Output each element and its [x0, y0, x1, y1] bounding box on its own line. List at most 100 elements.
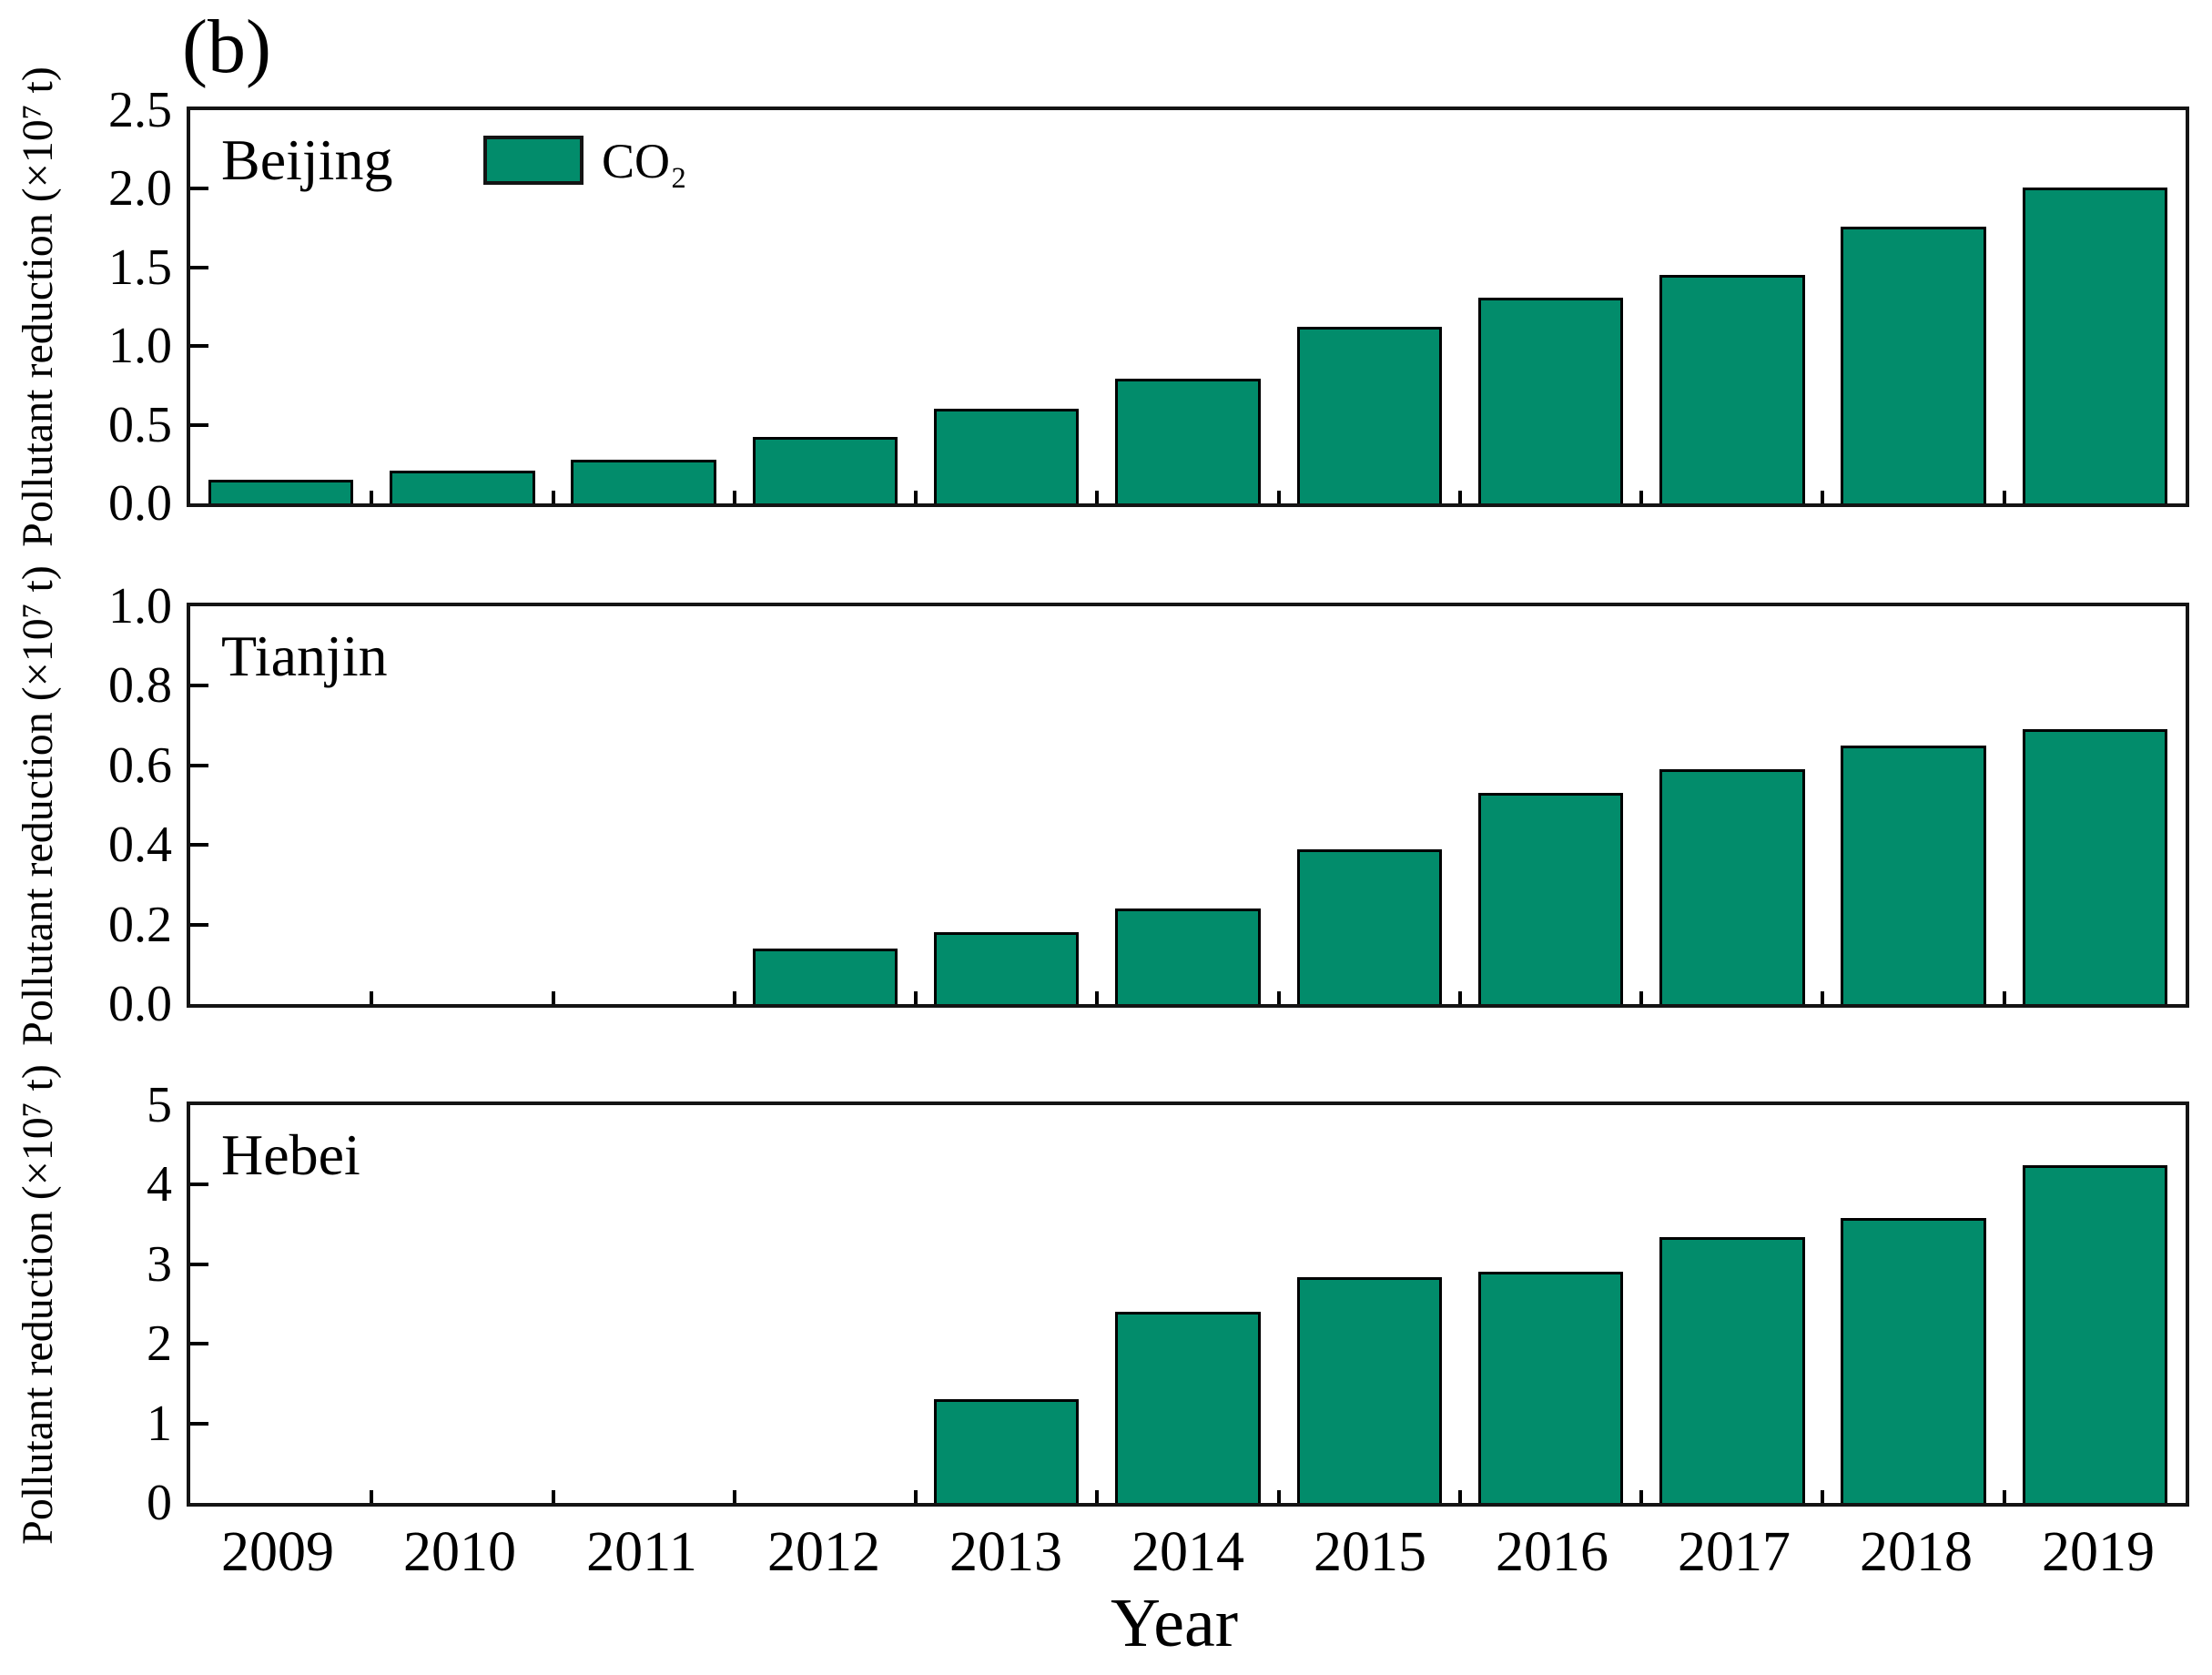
bar-hebei-2017 — [1659, 1237, 1805, 1503]
bar-tianjin-2018 — [1841, 746, 1986, 1004]
y-tick-label-hebei: 0 — [147, 1475, 172, 1531]
x-tick-mark — [1095, 491, 1100, 503]
bar-tianjin-2012 — [752, 949, 898, 1004]
x-tick-label-2017: 2017 — [1678, 1521, 1791, 1583]
x-tick-mark — [1821, 491, 1825, 503]
y-tick-label-beijing: 2.0 — [108, 160, 172, 218]
x-axis-title: Year — [1110, 1585, 1239, 1661]
x-tick-mark — [1095, 991, 1100, 1004]
bar-tianjin-2013 — [934, 932, 1080, 1004]
x-tick-mark — [1639, 991, 1644, 1004]
bar-beijing-2009 — [208, 480, 354, 503]
bar-hebei-2016 — [1477, 1272, 1624, 1503]
y-tick-label-tianjin: 0.8 — [108, 657, 172, 715]
x-tick-label-2016: 2016 — [1496, 1521, 1608, 1583]
x-tick-mark — [732, 991, 736, 1004]
x-tick-label-2019: 2019 — [2042, 1521, 2155, 1583]
x-tick-label-2014: 2014 — [1131, 1521, 1244, 1583]
x-tick-label-2015: 2015 — [1314, 1521, 1426, 1583]
x-tick-mark — [1276, 491, 1281, 503]
x-tick-mark — [370, 491, 374, 503]
y-tick-label-beijing: 0.0 — [108, 475, 172, 532]
y-tick-mark — [190, 1342, 208, 1346]
bar-hebei-2015 — [1296, 1277, 1442, 1503]
y-tick-mark — [190, 187, 208, 191]
x-tick-mark — [914, 991, 918, 1004]
x-tick-label-2009: 2009 — [221, 1521, 334, 1583]
y-tick-label-hebei: 1 — [147, 1395, 172, 1452]
y-tick-label-tianjin: 0.0 — [108, 976, 172, 1032]
x-tick-mark — [732, 491, 736, 503]
y-tick-mark — [190, 843, 208, 848]
x-tick-mark — [551, 991, 555, 1004]
plot-panel-beijing: Beijing CO₂ — [187, 107, 2189, 507]
x-tick-mark — [914, 1490, 918, 1503]
x-tick-mark — [1821, 1490, 1825, 1503]
x-tick-mark — [1457, 1490, 1462, 1503]
y-tick-label-tianjin: 0.4 — [108, 817, 172, 874]
bar-beijing-2013 — [934, 409, 1080, 503]
x-tick-mark — [551, 491, 555, 503]
y-tick-label-beijing: 1.0 — [108, 318, 172, 375]
x-tick-mark — [2002, 991, 2006, 1004]
y-tick-mark — [190, 1262, 208, 1266]
y-tick-label-tianjin: 0.6 — [108, 736, 172, 794]
bar-tianjin-2019 — [2022, 729, 2168, 1004]
y-tick-label-beijing: 2.5 — [108, 82, 172, 138]
legend-swatch-co2 — [483, 136, 583, 185]
y-tick-label-tianjin: 0.2 — [108, 896, 172, 953]
y-tick-label-hebei: 5 — [147, 1077, 172, 1133]
bar-beijing-2012 — [752, 437, 898, 503]
bar-hebei-2014 — [1115, 1312, 1261, 1503]
y-tick-label-hebei: 3 — [147, 1235, 172, 1293]
x-tick-mark — [551, 1490, 555, 1503]
y-tick-mark — [190, 922, 208, 927]
x-tick-mark — [732, 1490, 736, 1503]
y-tick-label-beijing: 1.5 — [108, 239, 172, 296]
y-tick-mark — [190, 344, 208, 349]
x-tick-mark — [1821, 991, 1825, 1004]
figure-label: (b) — [182, 5, 271, 89]
y-tick-label-tianjin: 1.0 — [108, 578, 172, 634]
plot-panel-hebei: Hebei — [187, 1101, 2189, 1507]
bar-beijing-2015 — [1296, 327, 1442, 503]
y-tick-mark — [190, 1421, 208, 1426]
x-tick-mark — [2002, 491, 2006, 503]
panel-title-tianjin: Tianjin — [221, 624, 388, 688]
bar-tianjin-2016 — [1477, 793, 1624, 1004]
bar-beijing-2011 — [571, 460, 716, 503]
y-tick-mark — [190, 684, 208, 688]
x-tick-mark — [370, 991, 374, 1004]
y-tick-mark — [190, 265, 208, 269]
x-tick-mark — [914, 491, 918, 503]
bar-beijing-2014 — [1115, 379, 1261, 503]
bar-beijing-2018 — [1841, 227, 1986, 503]
bar-tianjin-2017 — [1659, 769, 1805, 1004]
bar-tianjin-2015 — [1296, 849, 1442, 1004]
legend-label-co2: CO₂ — [602, 134, 687, 188]
y-tick-label-hebei: 4 — [147, 1156, 172, 1213]
y-tick-mark — [190, 1183, 208, 1187]
x-tick-mark — [1639, 1490, 1644, 1503]
x-tick-mark — [370, 1490, 374, 1503]
y-tick-mark — [190, 422, 208, 427]
panel-title-hebei: Hebei — [221, 1122, 360, 1187]
bar-hebei-2018 — [1841, 1218, 1986, 1503]
y-axis-title-hebei: Pollutant reduction (×10⁷ t) — [14, 1063, 62, 1545]
x-tick-label-2018: 2018 — [1860, 1521, 1973, 1583]
y-tick-label-beijing: 0.5 — [108, 396, 172, 453]
x-tick-label-2012: 2012 — [767, 1521, 880, 1583]
y-tick-mark — [190, 763, 208, 767]
bar-beijing-2019 — [2022, 188, 2168, 503]
bar-beijing-2017 — [1659, 275, 1805, 503]
x-tick-label-2011: 2011 — [586, 1521, 697, 1583]
y-tick-label-hebei: 2 — [147, 1315, 172, 1373]
x-tick-mark — [1276, 991, 1281, 1004]
panel-title-beijing: Beijing — [221, 127, 393, 192]
x-tick-label-2013: 2013 — [949, 1521, 1062, 1583]
bar-beijing-2016 — [1477, 298, 1624, 503]
x-tick-mark — [1457, 991, 1462, 1004]
plot-panel-tianjin: Tianjin — [187, 603, 2189, 1008]
x-tick-mark — [1095, 1490, 1100, 1503]
